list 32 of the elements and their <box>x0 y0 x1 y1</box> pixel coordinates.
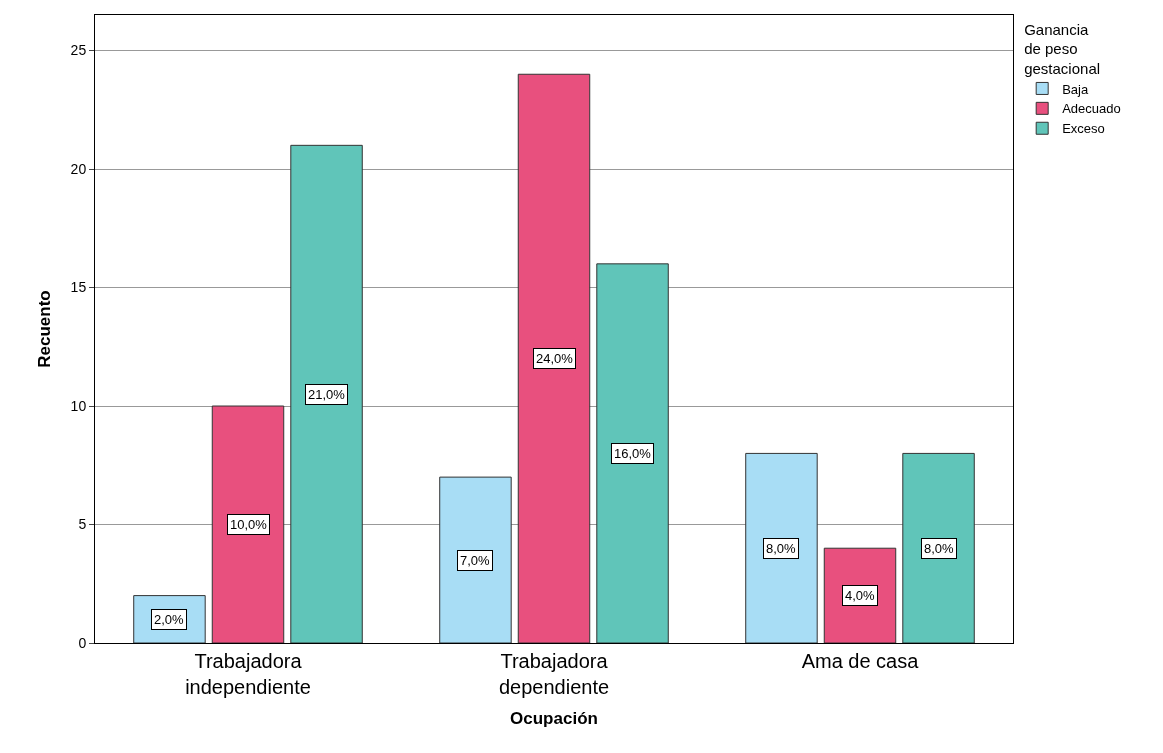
x-tick-label: Trabajadora independiente <box>185 650 311 698</box>
x-tick-label: Trabajadora dependiente <box>498 650 610 698</box>
legend-label: Baja <box>1062 81 1089 97</box>
y-tick-label: 20 <box>70 160 87 177</box>
data-label: 16,0% <box>614 446 652 461</box>
bar <box>823 547 897 643</box>
bar <box>596 263 669 643</box>
legend-label: Exceso <box>1062 121 1105 137</box>
legend-title: Ganancia de peso gestacional <box>1024 20 1101 77</box>
data-label: 4,0% <box>845 588 876 603</box>
data-label: 8,0% <box>766 541 797 556</box>
y-tick-label: 10 <box>70 397 87 414</box>
bar <box>745 452 818 643</box>
data-label: 7,0% <box>460 553 491 568</box>
legend-label: Adecuado <box>1062 101 1121 117</box>
bar <box>211 405 285 643</box>
bar <box>517 73 591 643</box>
data-label: 24,0% <box>536 351 574 366</box>
data-label: 2,0% <box>154 612 185 627</box>
y-tick-label: 5 <box>78 516 87 533</box>
data-label: 21,0% <box>308 387 346 402</box>
data-label: 10,0% <box>230 517 268 532</box>
y-tick-label: 0 <box>78 634 87 651</box>
data-label: 8,0% <box>924 541 955 556</box>
y-axis-title: Recuento <box>35 290 55 368</box>
y-tick-label: 15 <box>70 279 87 296</box>
x-tick-label: Ama de casa <box>801 650 920 672</box>
bar <box>902 452 975 643</box>
y-tick-label: 25 <box>70 42 87 59</box>
x-axis-title: Ocupación <box>510 709 598 729</box>
bar <box>439 476 512 643</box>
bar <box>290 144 363 643</box>
